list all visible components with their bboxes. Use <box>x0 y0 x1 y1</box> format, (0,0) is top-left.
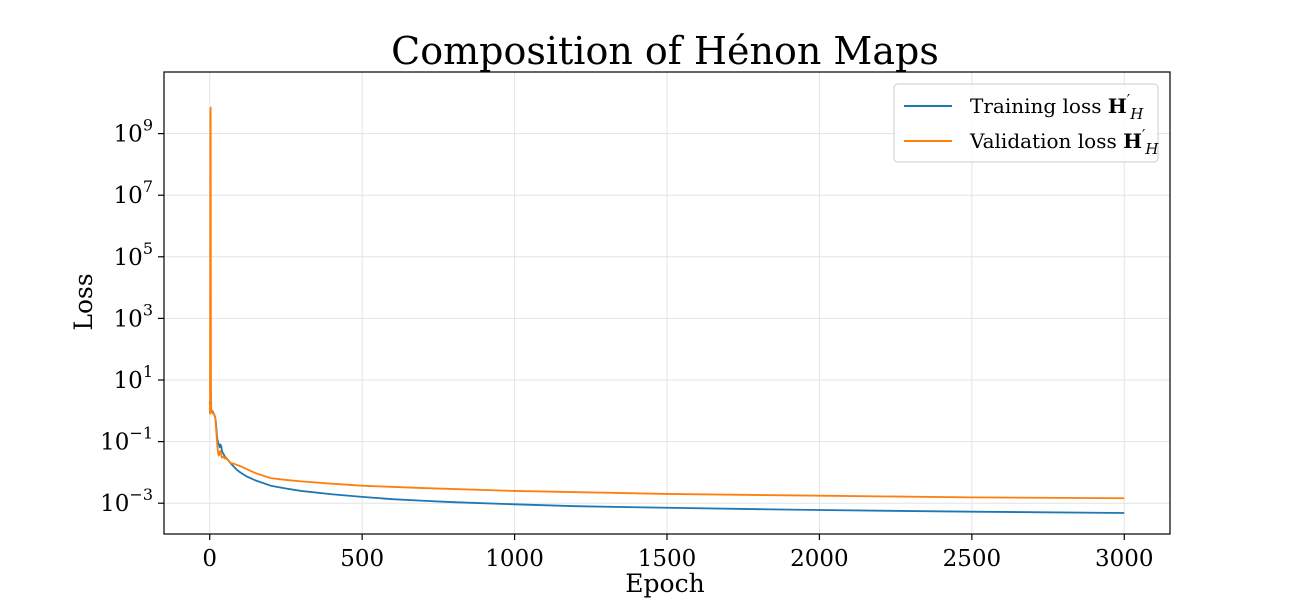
legend-math-symbol: H <box>1108 94 1127 118</box>
legend-math-prime: ′ <box>1127 91 1131 109</box>
y-tick-exponent: 7 <box>143 177 153 196</box>
x-tick-label: 2000 <box>790 546 849 572</box>
legend-math-prime: ′ <box>1142 126 1146 144</box>
legend-text: Validation loss <box>969 129 1123 153</box>
legend-math-subscript: H <box>1144 140 1159 158</box>
y-axis-label: Loss <box>69 273 98 330</box>
series-line-validation-loss <box>208 106 1125 500</box>
y-tick-exponent: −3 <box>129 485 153 504</box>
legend-math-symbol: H <box>1123 129 1142 153</box>
x-tick-label: 1000 <box>485 546 544 572</box>
x-axis-label: Epoch <box>625 569 704 598</box>
y-tick-base: 10 <box>100 430 129 456</box>
y-tick-exponent: −1 <box>129 424 153 443</box>
y-tick-label: 10−3 <box>100 485 153 517</box>
y-tick-label: 103 <box>114 300 153 332</box>
y-tick-label: 105 <box>114 239 153 271</box>
y-tick-base: 10 <box>100 491 129 517</box>
y-tick-base: 10 <box>114 183 143 209</box>
ticks-layer: 0 500 1000 1500 2000 2500 300010−310−110110310… <box>100 116 1153 572</box>
legend-label-training-loss: Training loss H′H <box>970 91 1144 123</box>
legend-text: Training loss <box>970 94 1108 118</box>
x-tick-label: 2500 <box>943 546 1002 572</box>
y-tick-base: 10 <box>114 122 143 148</box>
x-tick-label: 0 <box>202 546 217 572</box>
x-tick-label: 500 <box>340 546 384 572</box>
y-tick-exponent: 1 <box>143 362 153 381</box>
y-tick-exponent: 9 <box>143 116 153 135</box>
series-layer <box>208 106 1125 514</box>
x-tick-label: 1500 <box>638 546 697 572</box>
y-tick-exponent: 5 <box>143 239 153 258</box>
y-tick-label: 10−1 <box>100 424 153 456</box>
y-tick-base: 10 <box>114 306 143 332</box>
y-tick-exponent: 3 <box>143 300 153 319</box>
x-tick-label: 3000 <box>1095 546 1154 572</box>
y-tick-label: 107 <box>114 177 153 209</box>
y-tick-base: 10 <box>114 245 143 271</box>
legend-label-validation-loss: Validation loss H′H <box>969 126 1159 158</box>
y-tick-base: 10 <box>114 368 143 394</box>
y-tick-label: 109 <box>114 116 153 148</box>
chart-title: Composition of Hénon Maps <box>391 29 939 73</box>
y-tick-label: 101 <box>114 362 153 394</box>
legend-math-subscript: H <box>1129 105 1144 123</box>
legend-box <box>893 83 1159 163</box>
